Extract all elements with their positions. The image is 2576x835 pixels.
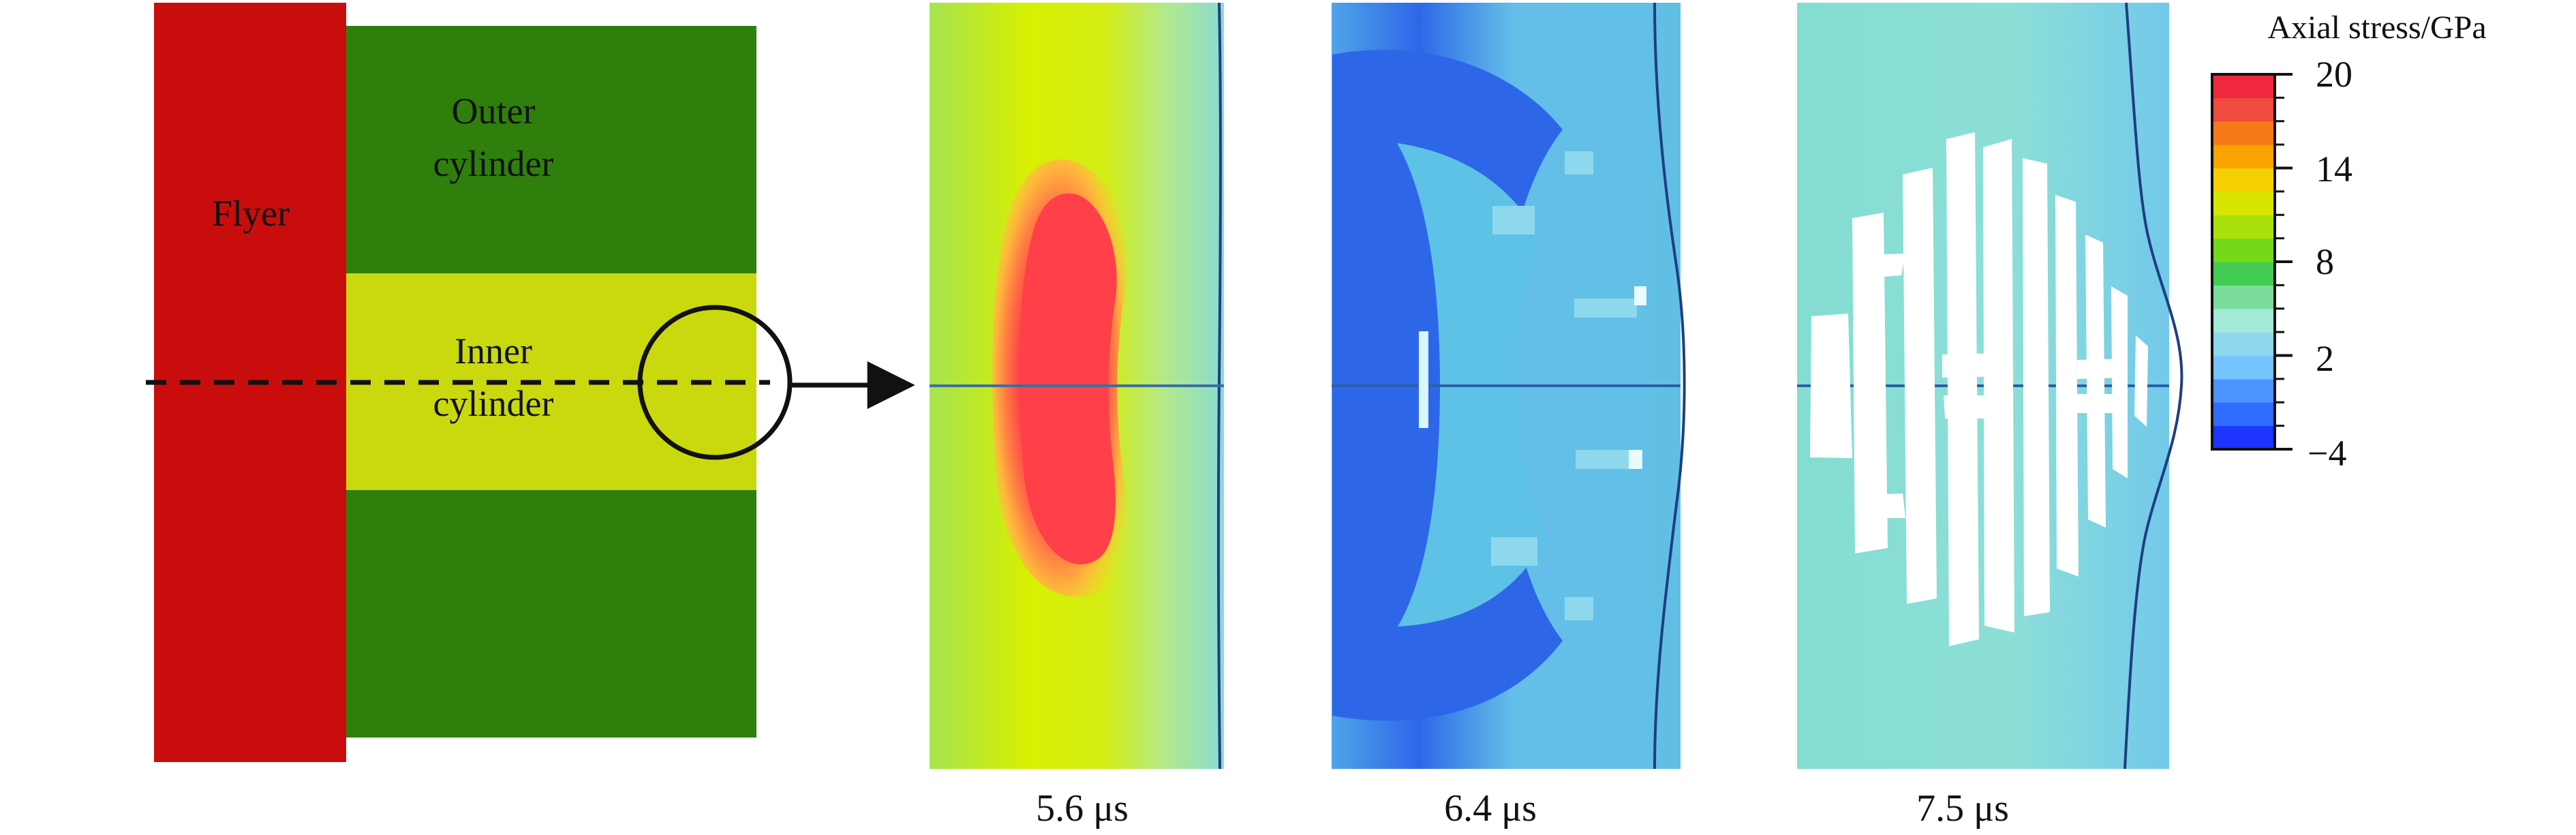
colorbar-strip bbox=[2212, 378, 2275, 403]
colorbar-strip bbox=[2212, 74, 2275, 98]
snapshot-6-4 bbox=[1332, 2, 1686, 770]
snapshot-5-6-right-boundary bbox=[1216, 2, 1222, 770]
colorbar-tick-8: 8 bbox=[2316, 241, 2334, 282]
colorbar-strip bbox=[2212, 238, 2275, 262]
colorbar-title: Axial stress/GPa bbox=[2267, 10, 2486, 46]
inner-cylinder-label-line1: Inner bbox=[455, 331, 532, 371]
snapshot-7-5-right-boundary bbox=[2123, 2, 2183, 770]
colorbar-strip bbox=[2212, 97, 2275, 122]
colorbar-strip bbox=[2212, 215, 2275, 239]
colorbar-tick-2: 2 bbox=[2316, 338, 2334, 379]
colorbar-strip bbox=[2212, 425, 2275, 450]
colorbar-strip bbox=[2212, 355, 2275, 380]
snapshot-6-4-right-boundary bbox=[1653, 2, 1686, 770]
colorbar-tick-20: 20 bbox=[2316, 54, 2352, 95]
axial-stress-colorbar: Axial stress/GPa 20 14 8 2 −4 bbox=[2211, 10, 2487, 474]
colorbar-strip bbox=[2212, 262, 2275, 286]
colorbar-strip bbox=[2212, 168, 2275, 192]
flyer-label: Flyer bbox=[212, 193, 290, 234]
time-labels: 5.6 μs 6.4 μs 7.5 μs bbox=[1036, 787, 2009, 830]
outer-cylinder-label-line1: Outer bbox=[452, 91, 536, 132]
colorbar-strip bbox=[2212, 121, 2275, 145]
time-label-7-5: 7.5 μs bbox=[1916, 787, 2009, 830]
snapshot-7-5-fracture-bands bbox=[1810, 132, 2148, 646]
snapshot-7-5 bbox=[1797, 2, 2183, 770]
colorbar-tick-14: 14 bbox=[2316, 149, 2352, 189]
colorbar-strips bbox=[2212, 74, 2275, 450]
time-label-5-6: 5.6 μs bbox=[1036, 787, 1129, 830]
colorbar-strip bbox=[2212, 191, 2275, 215]
inner-cylinder-label-line2: cylinder bbox=[433, 383, 554, 424]
snapshot-6-4-speckles bbox=[1419, 151, 1646, 620]
colorbar-strip bbox=[2212, 332, 2275, 356]
colorbar-tick-minus-4: −4 bbox=[2307, 433, 2346, 474]
colorbar-strip bbox=[2212, 145, 2275, 169]
snapshot-5-6-hot-core bbox=[1019, 193, 1117, 564]
impact-schematic: Flyer Outer cylinder Inner cylinder bbox=[146, 3, 915, 762]
colorbar-strip bbox=[2212, 308, 2275, 333]
snapshot-5-6 bbox=[930, 2, 1224, 770]
focus-circle bbox=[637, 305, 793, 460]
colorbar-ticks bbox=[2275, 73, 2293, 451]
colorbar-strip bbox=[2212, 402, 2275, 427]
time-label-6-4: 6.4 μs bbox=[1444, 787, 1537, 830]
colorbar-strip bbox=[2212, 285, 2275, 309]
outer-cylinder-label-line2: cylinder bbox=[433, 143, 554, 184]
